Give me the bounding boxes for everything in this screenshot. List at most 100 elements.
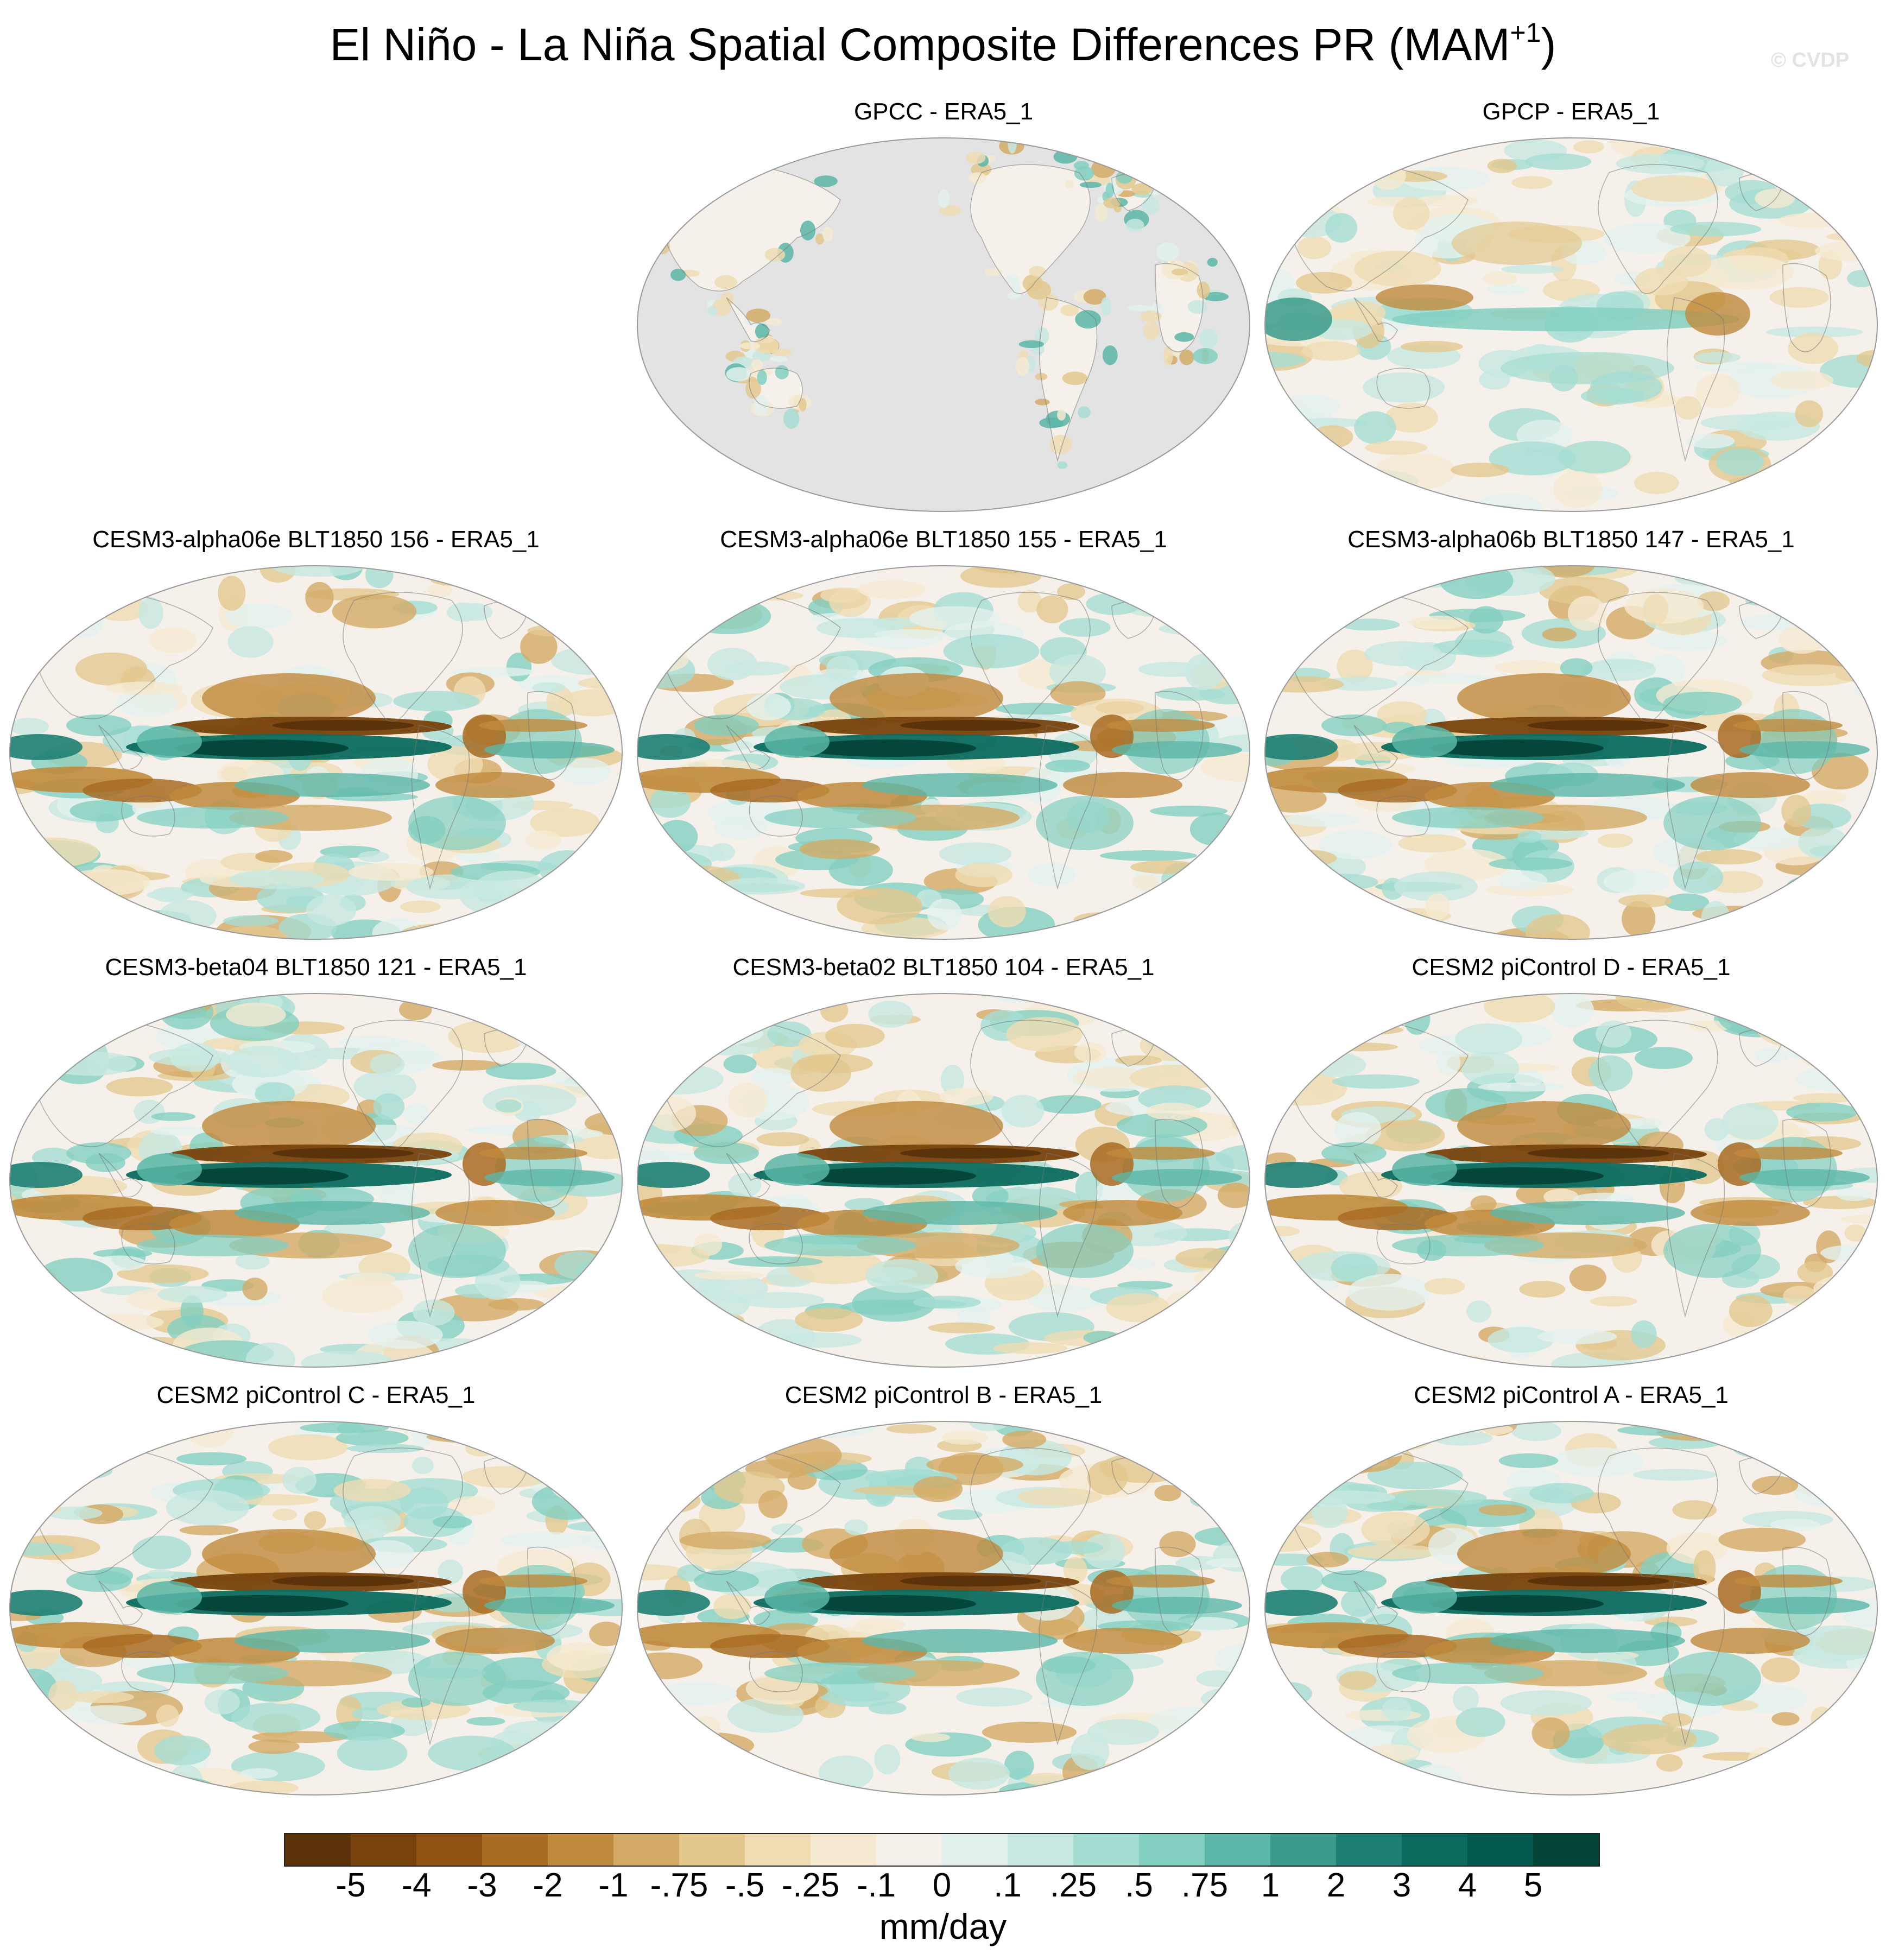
anomaly-blob [231,1702,321,1733]
colorbar-box [1073,1834,1139,1866]
anomaly-blob [61,869,151,896]
anomaly-blob [1332,1074,1420,1089]
anomaly-blob [1323,676,1398,691]
anomaly-blob [1392,807,1544,829]
anomaly-blob [1478,1082,1567,1092]
anomaly-blob [764,725,830,758]
anomaly-blob [790,1055,852,1092]
colorbar-box [1467,1834,1533,1866]
anomaly-blob [1511,1421,1562,1441]
coastline [749,795,803,837]
anomaly-blob [1265,1343,1331,1367]
coastline [98,725,143,770]
colorbar-box [1205,1834,1270,1866]
anomaly-blob [1014,1363,1057,1367]
anomaly-blob [1795,1066,1877,1092]
anomaly-blob [1200,1421,1250,1433]
anomaly-blob [1490,773,1685,797]
land-anomaly-blob [799,397,807,412]
anomaly-blob [1085,566,1134,589]
anomaly-blob [180,1295,204,1328]
anomaly-blob [677,570,769,587]
anomaly-blob [1063,772,1182,798]
map-panel: CESM3-beta02 BLT1850 104 - ERA5_1 [634,951,1253,1375]
anomaly-blob [707,647,757,681]
colorbar-tick-label: 0 [932,1867,952,1904]
anomaly-blob [1191,1421,1229,1435]
anomaly-blob [1265,1730,1321,1761]
anomaly-blob [767,1021,812,1047]
anomaly-blob [1265,298,1332,341]
anomaly-blob [532,682,566,693]
anomaly-blob [1786,873,1864,901]
coastline [726,1153,770,1198]
anomaly-blob [656,820,698,853]
anomaly-blob [1265,1345,1336,1355]
land-anomaly-blob [938,189,950,208]
coastline [1598,592,1718,722]
anomaly-blob [431,574,529,587]
panel-title: CESM3-alpha06e BLT1850 155 - ERA5_1 [720,526,1167,553]
anomaly-blob [1171,577,1198,606]
anomaly-blob [408,1652,506,1706]
anomaly-blob [637,1320,701,1351]
colorbar-tick-label: 3 [1392,1867,1412,1904]
colorbar-tick-label: -2 [533,1867,563,1904]
anomaly-blob [10,1590,83,1616]
chart-title-superscript: +1 [1510,17,1541,48]
anomaly-blob [1531,1717,1570,1749]
anomaly-blob [955,863,1012,887]
anomaly-blob [447,602,482,622]
anomaly-blob [1175,1248,1237,1268]
anomaly-blob [1500,1690,1592,1716]
land-anomaly-blob [1075,310,1101,329]
anomaly-blob [909,606,1001,630]
anomaly-blob [1414,994,1468,1004]
anomaly-blob [1368,1445,1406,1458]
anomaly-blob [438,1559,464,1585]
anomaly-blob [169,1765,203,1795]
anomaly-blob [304,1511,326,1531]
anomaly-blob [1490,1629,1685,1653]
anomaly-blob [637,1421,719,1443]
anomaly-blob [1635,267,1688,296]
anomaly-blob [1786,1044,1871,1062]
anomaly-blob [758,1490,788,1519]
equatorial-wet-core [175,739,349,757]
anomaly-blob [48,1680,78,1710]
anomaly-blob [1265,1590,1338,1616]
anomaly-blob [1281,1566,1324,1593]
coastline [1039,297,1098,462]
anomaly-blob [426,1430,523,1444]
anomaly-blob [1194,1037,1242,1072]
land-anomaly-blob [1203,292,1229,301]
land-anomaly-blob [1131,183,1153,195]
anomaly-blob [1663,691,1742,716]
anomaly-blob [433,1515,472,1529]
equatorial-wet-core [802,1167,976,1185]
anomaly-blob [1739,1169,1870,1186]
anomaly-blob [10,837,99,868]
anomaly-blob [137,1662,289,1684]
anomaly-blob [1733,1437,1826,1461]
anomaly-blob [435,1628,555,1654]
anomaly-blob [1588,1055,1633,1091]
anomaly-blob [66,1779,101,1795]
anomaly-blob [604,1264,622,1276]
anomaly-blob [1336,1438,1402,1472]
anomaly-blob [1339,618,1400,631]
anomaly-blob [820,998,849,1022]
land-field [1155,263,1203,352]
anomaly-blob [764,1235,916,1256]
anomaly-blob [227,626,274,658]
anomaly-blob [1391,1489,1487,1507]
anomaly-blob [1314,1349,1341,1364]
anomaly-blob [202,673,376,723]
anomaly-blob [1392,1581,1457,1614]
anomaly-blob [1297,236,1331,260]
anomaly-blob [346,1272,396,1287]
anomaly-blob [1185,653,1224,690]
land-anomaly-blob [1105,182,1115,198]
land-field [971,165,1090,294]
anomaly-blob [137,1153,202,1186]
